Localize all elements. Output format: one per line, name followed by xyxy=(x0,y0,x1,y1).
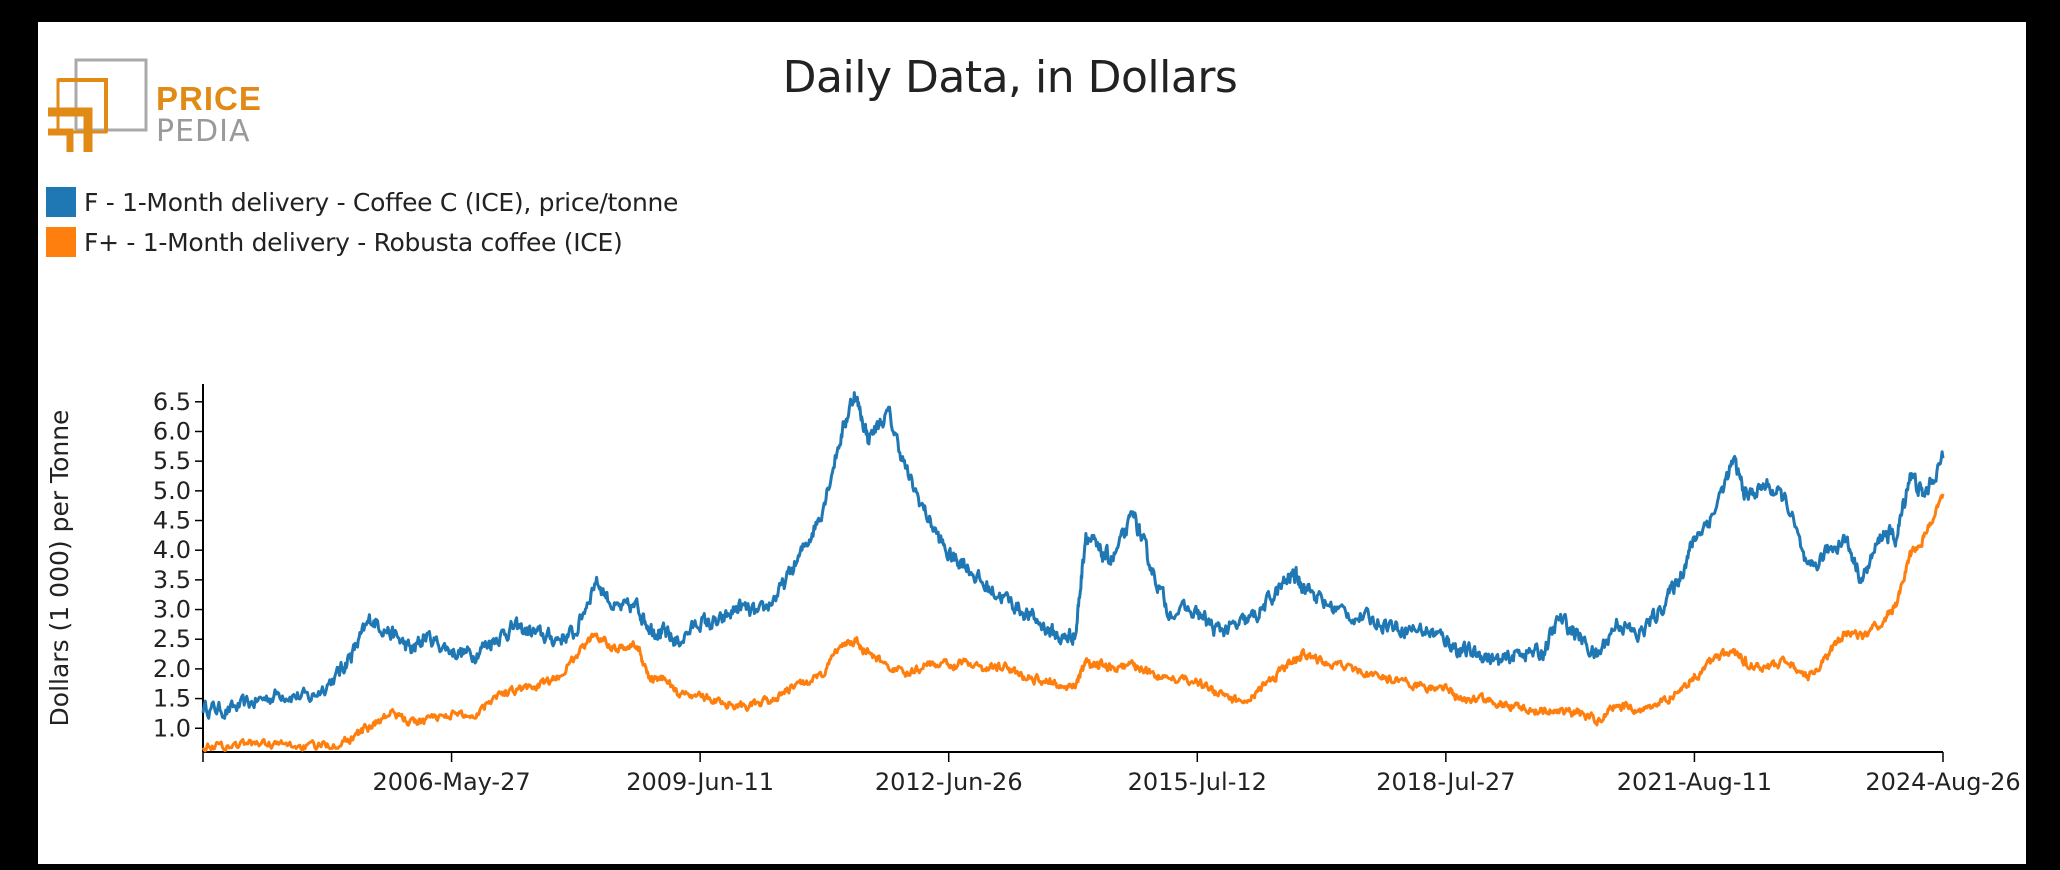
y-tick-label: 2.5 xyxy=(153,625,191,653)
y-tick-label: 4.5 xyxy=(153,507,191,535)
x-tick-label: 2006-May-27 xyxy=(373,768,531,796)
x-tick-label: 2021-Aug-11 xyxy=(1617,768,1772,796)
legend-swatch-coffee-c xyxy=(46,187,76,217)
y-axis-label: Dollars (1 000) per Tonne xyxy=(45,410,74,727)
x-tick-label: 2015-Jul-12 xyxy=(1128,768,1267,796)
y-tick-label: 5.5 xyxy=(153,447,191,475)
chart-panel: PRICE PEDIA xyxy=(38,22,2026,864)
chart-title: Daily Data, in Dollars xyxy=(782,52,1238,103)
pricepedia-logo-mark xyxy=(48,58,148,152)
legend-label-robusta: F+ - 1-Month delivery - Robusta coffee (… xyxy=(84,227,623,257)
y-tick-label: 6.5 xyxy=(153,388,191,416)
legend-swatch-robusta xyxy=(46,227,76,257)
x-tick-label: 2018-Jul-27 xyxy=(1376,768,1515,796)
y-tick-label: 1.0 xyxy=(153,714,191,742)
x-tick-label: 2009-Jun-11 xyxy=(626,768,774,796)
y-tick-label: 2.0 xyxy=(153,655,191,683)
pricepedia-logo: PRICE PEDIA xyxy=(48,52,308,172)
legend-item-robusta: F+ - 1-Month delivery - Robusta coffee (… xyxy=(46,226,623,258)
y-tick-label: 6.0 xyxy=(153,417,191,445)
legend-label-coffee-c: F - 1-Month delivery - Coffee C (ICE), p… xyxy=(84,187,679,217)
logo-text-price: PRICE xyxy=(156,80,262,117)
y-tick-label: 4.0 xyxy=(153,536,191,564)
y-tick-label: 3.0 xyxy=(153,596,191,624)
y-tick-label: 1.5 xyxy=(153,685,191,713)
logo-text-pedia: PEDIA xyxy=(156,114,251,149)
y-tick-label: 5.0 xyxy=(153,477,191,505)
legend-item-coffee-c: F - 1-Month delivery - Coffee C (ICE), p… xyxy=(46,186,678,218)
y-tick-label: 3.5 xyxy=(153,566,191,594)
series-line-robusta xyxy=(201,493,1945,753)
x-tick-label: 2024-Aug-26 xyxy=(1865,768,2020,796)
series-line-coffee-c xyxy=(201,391,1945,720)
x-tick-label: 2012-Jun-26 xyxy=(875,768,1023,796)
